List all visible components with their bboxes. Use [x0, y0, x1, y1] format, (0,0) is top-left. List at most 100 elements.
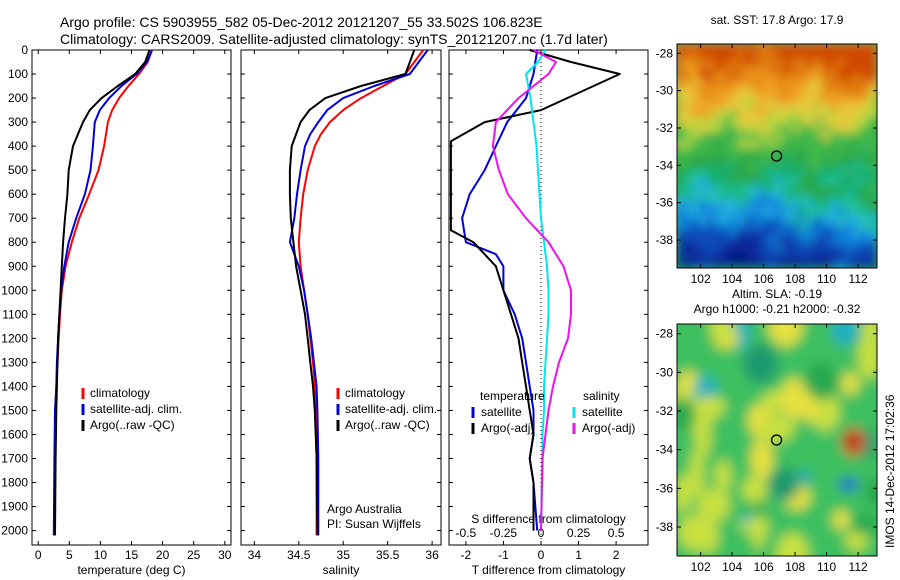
- map-cell: [745, 80, 755, 90]
- map-cell: [745, 50, 755, 60]
- map-cell: [845, 140, 855, 150]
- map-cell: [806, 244, 817, 255]
- map-cell: [776, 222, 786, 232]
- map-cell: [683, 169, 694, 180]
- map-cell: [783, 259, 794, 268]
- map-cell: [768, 252, 778, 262]
- map-cell: [799, 102, 809, 113]
- map-cell: [699, 237, 709, 247]
- map-cell: [837, 214, 848, 225]
- map-cell: [783, 147, 794, 157]
- map-cell: [799, 95, 809, 105]
- map-cell: [722, 229, 732, 240]
- map-cell: [683, 132, 694, 143]
- map-cell: [852, 44, 863, 53]
- map-cell: [822, 155, 832, 165]
- map-sst_map: 102 104 106 108 110 112 -28 -30 -32 -34 -36 -38 sat.…: [656, 13, 878, 286]
- map-x-tick-label: 112: [849, 560, 868, 574]
- map-cell: [806, 169, 817, 180]
- map-cell: [699, 192, 709, 202]
- map-cell: [722, 72, 732, 83]
- map-cell: [845, 125, 855, 135]
- map-cell: [822, 259, 832, 268]
- map-cell: [845, 57, 855, 68]
- map-cell: [699, 229, 709, 240]
- map-field: [677, 324, 877, 556]
- map-cell: [737, 214, 748, 225]
- map-eddy-cold: [838, 478, 859, 491]
- map-cell: [860, 147, 871, 157]
- map-cell: [745, 102, 755, 113]
- map-cell: [799, 65, 809, 75]
- map-cell: [837, 244, 848, 255]
- map-cell: [799, 57, 809, 68]
- map-cell: [737, 65, 748, 75]
- map-cell: [814, 162, 825, 172]
- map-cell: [783, 222, 794, 232]
- map-cell: [683, 110, 694, 120]
- map-cell: [852, 57, 863, 68]
- map-cell: [791, 140, 802, 150]
- map-cell: [760, 237, 771, 247]
- map-cell: [706, 259, 717, 268]
- map-cell: [714, 44, 725, 53]
- map-eddy-warm-core: [845, 434, 856, 446]
- map-cell: [822, 87, 832, 98]
- map-cell: [706, 132, 717, 143]
- map-eddy: [767, 467, 800, 502]
- map-cell: [722, 132, 732, 143]
- map-cell: [791, 214, 802, 225]
- map-cell: [822, 140, 832, 150]
- map-cell: [683, 177, 694, 187]
- y-tick-label: 200: [8, 91, 28, 105]
- map-cell: [806, 87, 817, 98]
- map-cell: [677, 184, 686, 195]
- map-cell: [806, 229, 817, 240]
- map-cell: [868, 87, 877, 98]
- map-cell: [677, 50, 686, 60]
- map-cell: [677, 44, 686, 53]
- map-cell: [691, 125, 702, 135]
- map-cell: [845, 222, 855, 232]
- map-cell: [729, 72, 740, 83]
- map-cell: [691, 244, 702, 255]
- map-cell: [799, 132, 809, 143]
- map-cell: [799, 169, 809, 180]
- map-cell: [699, 44, 709, 53]
- map-cell: [783, 110, 794, 120]
- map-cell: [829, 207, 840, 217]
- map-cell: [814, 199, 825, 210]
- map-cell: [829, 252, 840, 262]
- map-cell: [760, 184, 771, 195]
- map-cell: [845, 50, 855, 60]
- map-cell: [845, 229, 855, 240]
- map-cell: [837, 50, 848, 60]
- map-cell: [760, 169, 771, 180]
- map-cell: [829, 117, 840, 128]
- map-cell: [799, 155, 809, 165]
- map-cell: [868, 65, 877, 75]
- map-cell: [829, 177, 840, 187]
- map-cell: [677, 259, 686, 268]
- map-cell: [799, 140, 809, 150]
- map-cell: [791, 87, 802, 98]
- map-cell: [852, 80, 863, 90]
- map-cell: [722, 169, 732, 180]
- map-cell: [714, 155, 725, 165]
- map-cell: [714, 80, 725, 90]
- map-y-tick-label: -28: [656, 327, 674, 341]
- map-cell: [868, 252, 877, 262]
- map-cell: [699, 65, 709, 75]
- map-cell: [822, 252, 832, 262]
- map-cell: [776, 147, 786, 157]
- map-cell: [760, 162, 771, 172]
- map-cell: [729, 229, 740, 240]
- map-cell: [868, 229, 877, 240]
- map-eddy: [831, 324, 859, 346]
- map-cell: [776, 162, 786, 172]
- map-cell: [691, 147, 702, 157]
- legend-title-salinity: salinity: [583, 389, 620, 403]
- map-cell: [791, 117, 802, 128]
- s-axis-label: S difference from climatology: [471, 512, 626, 526]
- map-cell: [783, 229, 794, 240]
